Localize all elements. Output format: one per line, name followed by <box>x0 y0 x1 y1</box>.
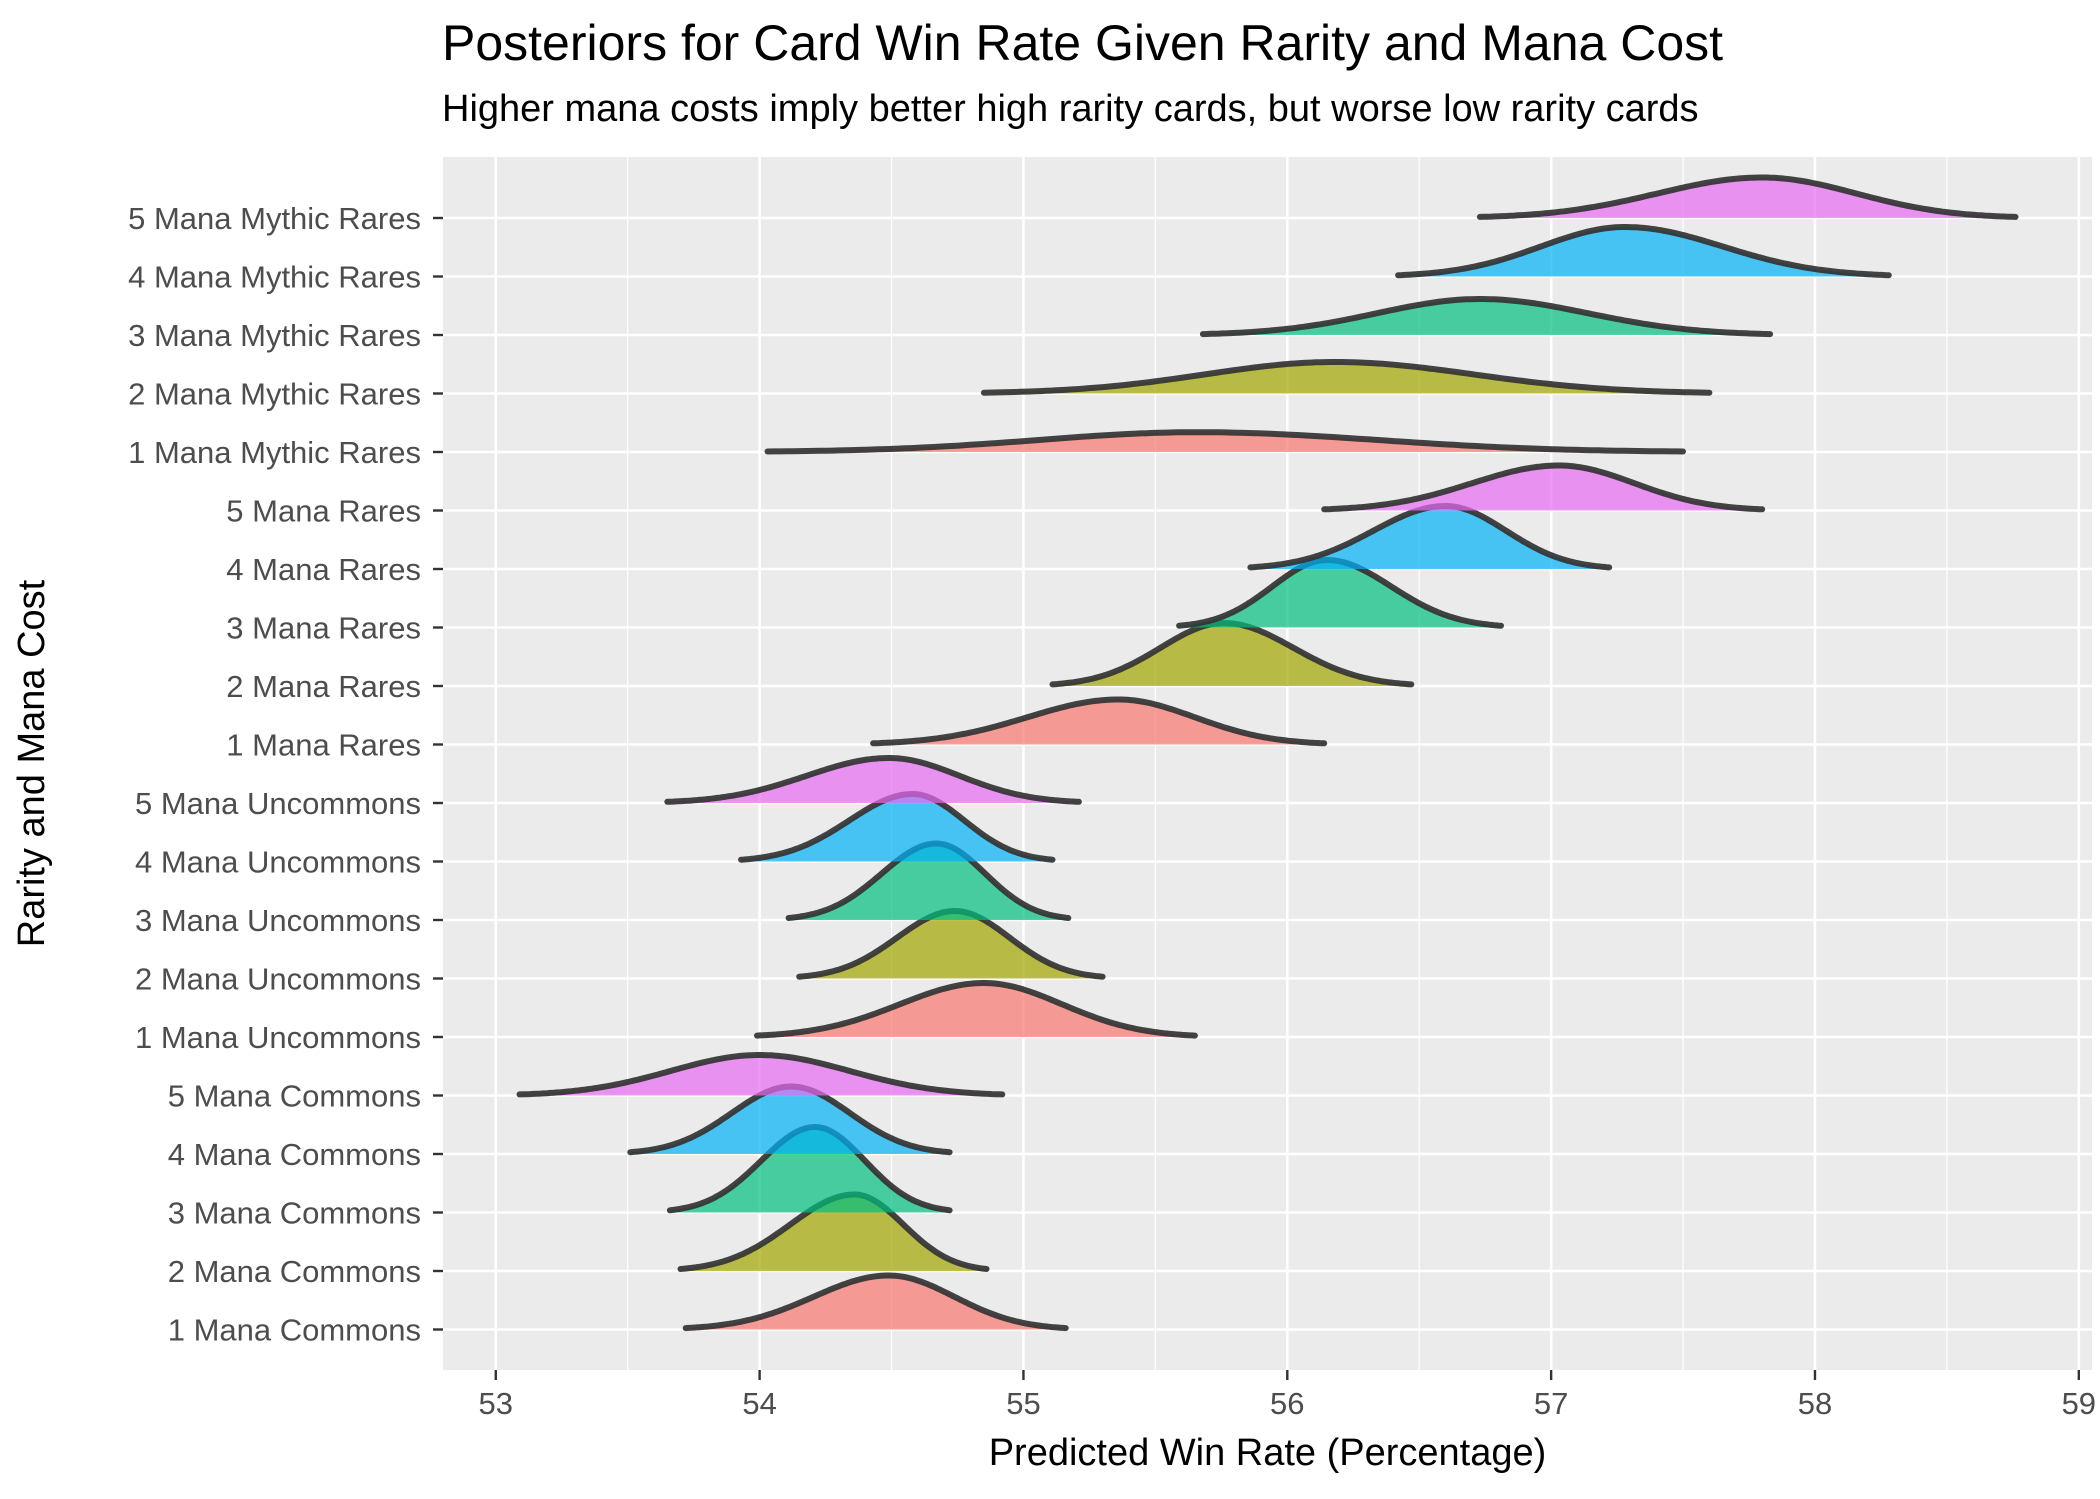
ridge-fill <box>799 911 1103 979</box>
y-tick-label: 4 Mana Commons <box>168 1137 421 1172</box>
ridge-outline <box>980 359 1713 396</box>
plot-panel <box>443 157 2092 1370</box>
y-tick-label: 1 Mana Mythic Rares <box>128 435 421 470</box>
ridge-outline <box>754 980 1198 1039</box>
y-tick-label: 3 Mana Mythic Rares <box>128 318 421 353</box>
y-tick-label: 2 Mana Rares <box>226 669 421 704</box>
ridge-fill <box>788 843 1069 920</box>
x-tick-label: 56 <box>1270 1386 1304 1421</box>
y-axis-title: Rarity and Mana Cost <box>11 579 53 947</box>
ridge-outline <box>664 755 1082 805</box>
ridge-1-mana-commons <box>682 1272 1069 1332</box>
ridge-fill <box>1179 560 1501 628</box>
ridge-outline <box>682 1272 1069 1332</box>
y-tick-label: 5 Mana Mythic Rares <box>128 201 421 236</box>
ridge-fill <box>669 1127 950 1213</box>
ridge-fill <box>1479 177 2016 218</box>
ridge-4-mana-mythic-rares <box>1395 224 1892 279</box>
ridge-outline <box>1321 462 1766 513</box>
chart-title: Posteriors for Card Win Rate Given Rarit… <box>442 15 1724 71</box>
y-tick-label: 1 Mana Commons <box>168 1313 421 1348</box>
ridge-5-mana-commons <box>516 1052 1006 1098</box>
ridge-fill <box>685 1275 1066 1330</box>
ridge-5-mana-mythic-rares <box>1476 174 2019 220</box>
ridge-fill <box>519 1055 1003 1096</box>
ridge-outline <box>870 696 1328 747</box>
x-tick-label: 59 <box>2062 1386 2096 1421</box>
ridge-fill <box>741 794 1053 862</box>
x-tick-label: 54 <box>742 1386 776 1421</box>
ridge-fill <box>983 362 1710 394</box>
x-tick-label: 53 <box>479 1386 513 1421</box>
ridge-fill <box>873 699 1325 745</box>
axes: 1 Mana Commons 2 Mana Commons 3 Mana Commo… <box>128 201 2096 1421</box>
y-tick-label: 1 Mana Uncommons <box>135 1020 421 1055</box>
x-axis-title: Predicted Win Rate (Percentage) <box>989 1432 1547 1474</box>
y-tick-label: 5 Mana Commons <box>168 1079 421 1114</box>
ridge-outline <box>1199 296 1774 338</box>
ridge-3-mana-mythic-rares <box>1199 296 1774 338</box>
ridge-5-mana-rares <box>1321 462 1766 513</box>
y-tick-label: 3 Mana Rares <box>226 611 421 646</box>
ridge-fill <box>667 758 1079 803</box>
y-tick-label: 4 Mana Rares <box>226 552 421 587</box>
chart-subtitle: Higher mana costs imply better high rari… <box>442 88 1699 130</box>
ridge-1-mana-mythic-rares <box>764 429 1686 455</box>
ridge-2-mana-mythic-rares <box>980 359 1713 396</box>
y-tick-label: 4 Mana Mythic Rares <box>128 260 421 295</box>
y-tick-label: 5 Mana Rares <box>226 494 421 529</box>
ridge-fill <box>1250 506 1610 569</box>
x-tick-label: 57 <box>1534 1386 1568 1421</box>
ridge-outline <box>516 1052 1006 1098</box>
ridge-outline <box>1395 224 1892 279</box>
ridge-5-mana-uncommons <box>664 755 1082 805</box>
y-tick-label: 3 Mana Commons <box>168 1196 421 1231</box>
ridge-fill <box>1052 623 1412 686</box>
ridge-fill <box>1202 299 1771 335</box>
y-tick-label: 1 Mana Rares <box>226 728 421 763</box>
ridge-fill <box>680 1194 987 1271</box>
y-tick-label: 4 Mana Uncommons <box>135 845 421 880</box>
ridge-fill <box>757 983 1195 1037</box>
ridge-series <box>516 174 2019 1332</box>
ridge-outline <box>764 429 1686 455</box>
ridge-outline <box>1476 174 2019 220</box>
ridge-fill <box>630 1086 950 1154</box>
y-tick-label: 5 Mana Uncommons <box>135 786 421 821</box>
ridge-1-mana-rares <box>870 696 1328 747</box>
ridge-fill <box>1324 465 1763 511</box>
ridge-fill <box>1398 227 1889 277</box>
x-tick-label: 58 <box>1798 1386 1832 1421</box>
y-tick-label: 2 Mana Mythic Rares <box>128 377 421 412</box>
y-tick-label: 2 Mana Commons <box>168 1254 421 1289</box>
y-tick-label: 2 Mana Uncommons <box>135 962 421 997</box>
x-tick-label: 55 <box>1006 1386 1040 1421</box>
ridge-1-mana-uncommons <box>754 980 1198 1039</box>
y-tick-label: 3 Mana Uncommons <box>135 903 421 938</box>
